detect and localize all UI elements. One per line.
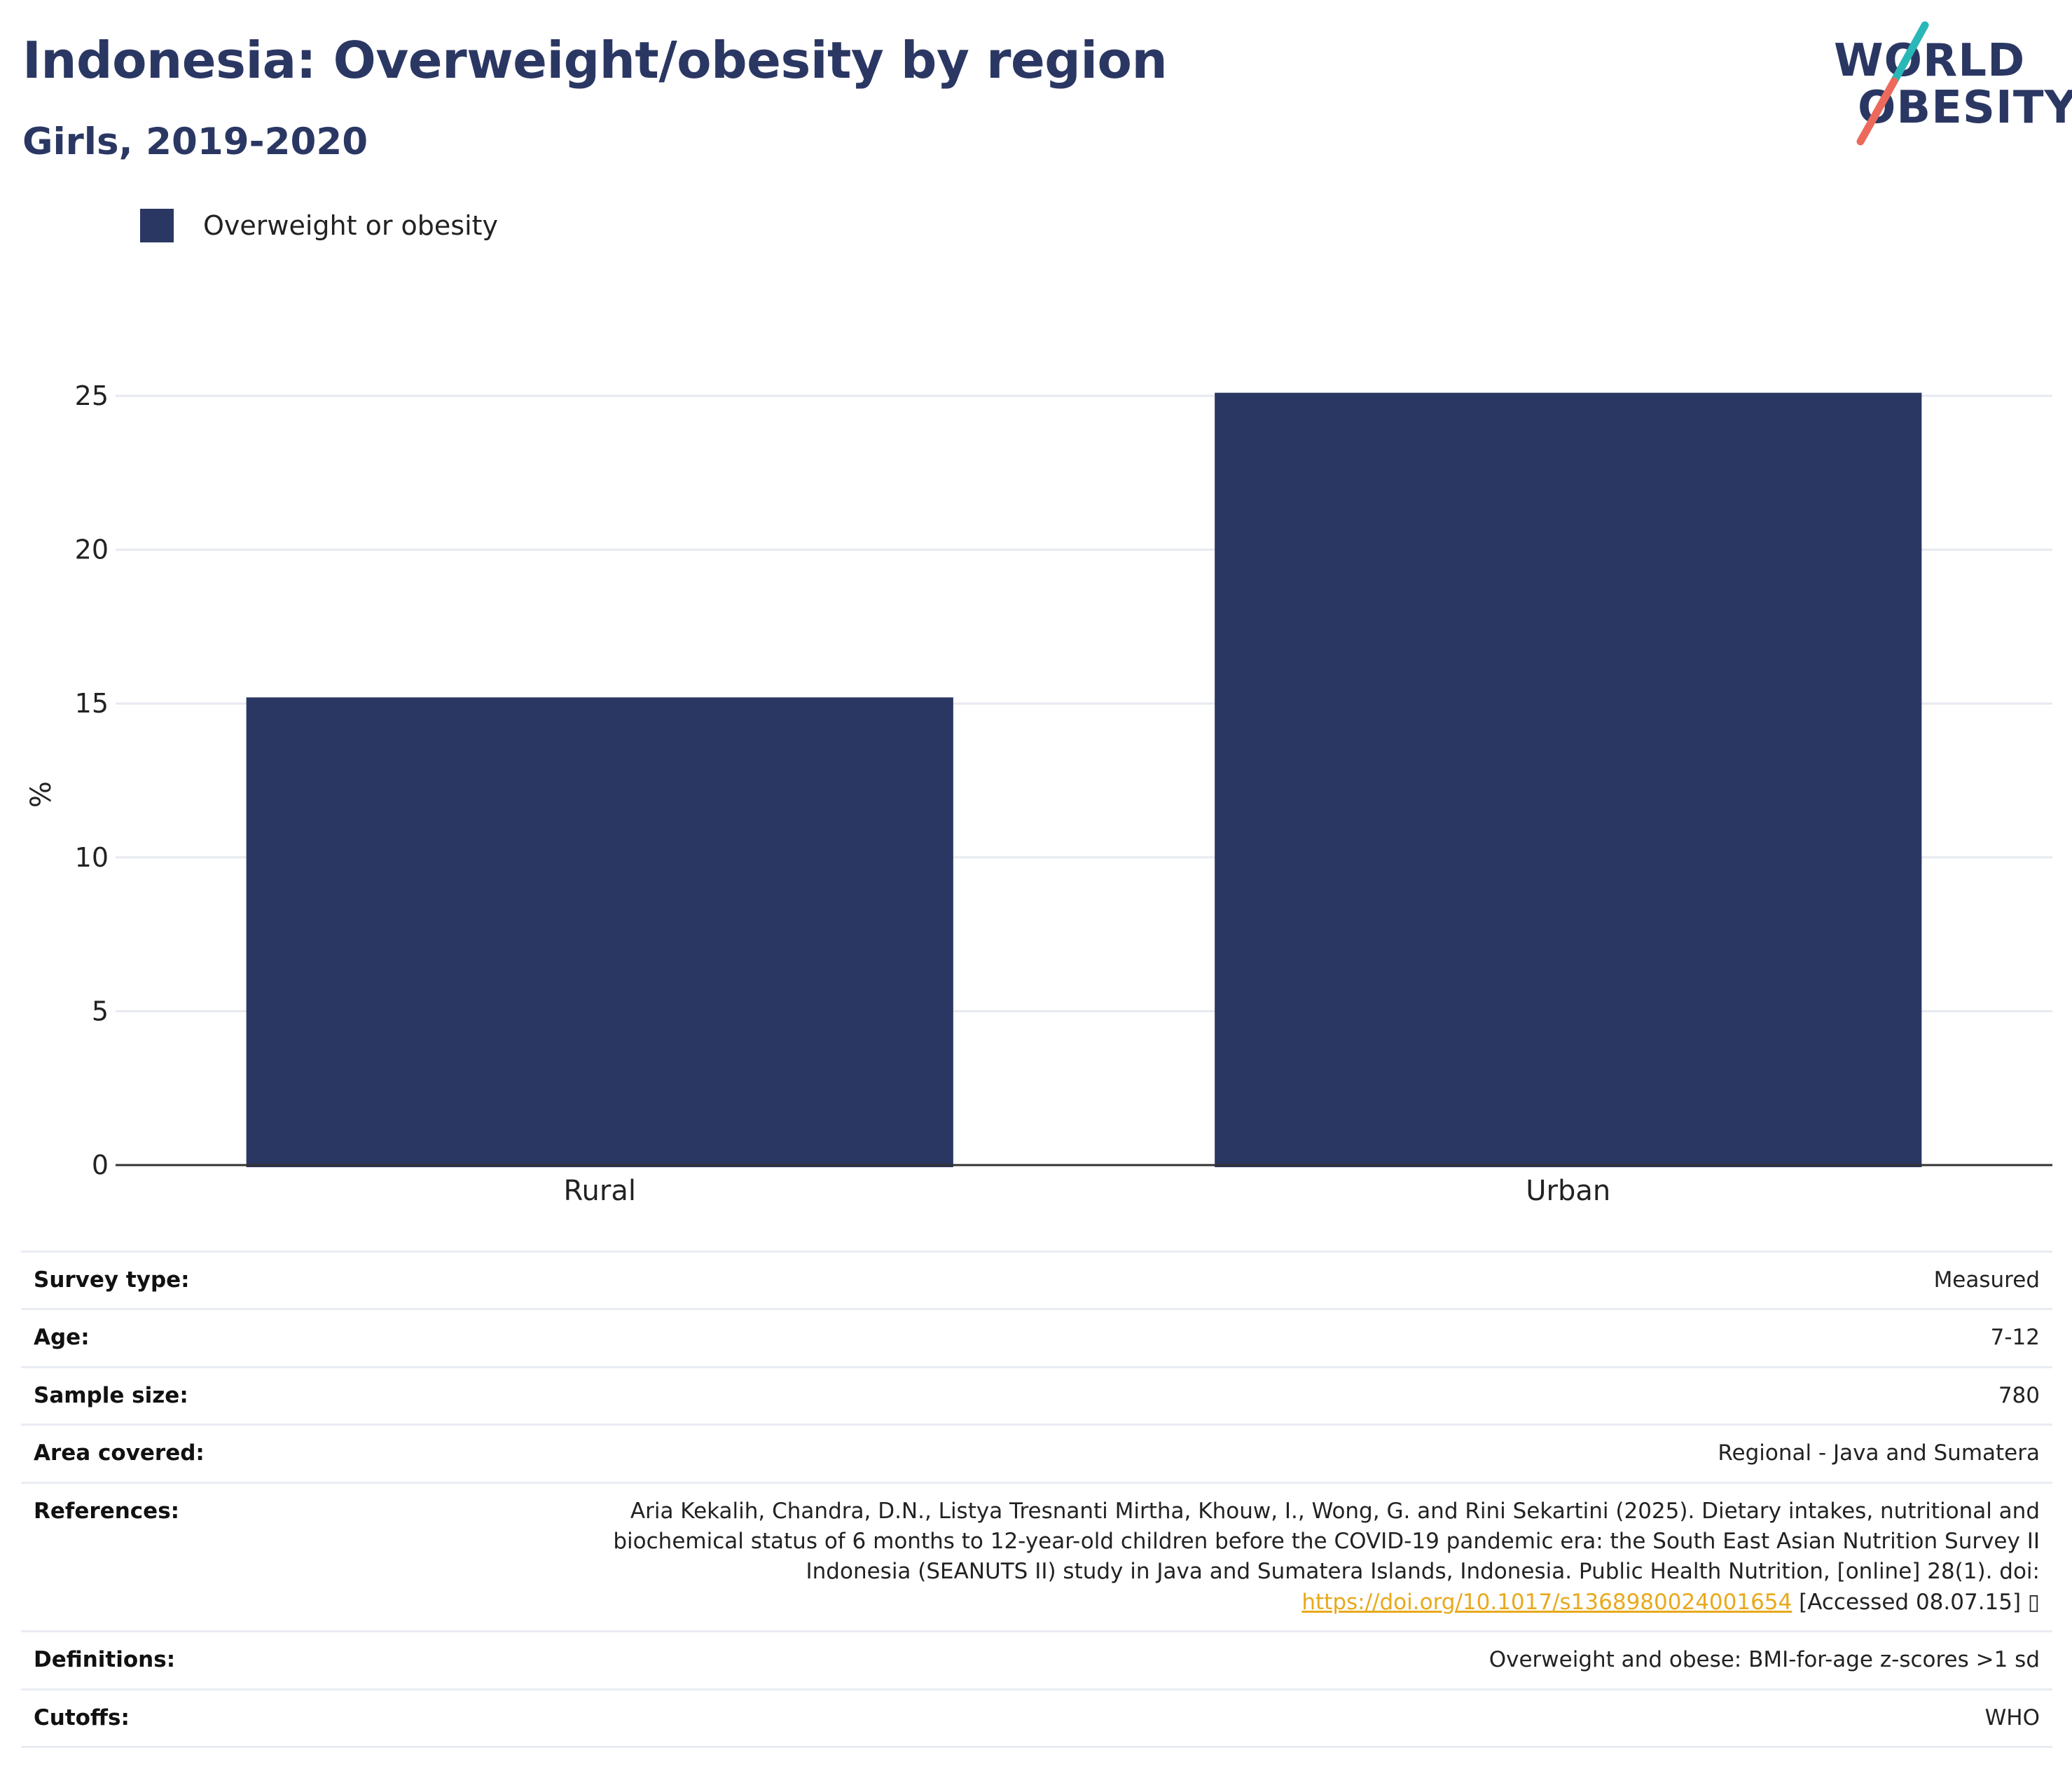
info-value: 7-12 <box>537 1308 2052 1368</box>
y-tick-label: 25 <box>75 380 109 411</box>
bar-chart: 0 5 10 15 20 25% Rural Urban <box>25 380 2052 1207</box>
info-key: References: <box>21 1481 537 1632</box>
y-axis-label: % <box>25 781 57 808</box>
info-row-age: Age: 7-12 <box>21 1308 2052 1368</box>
info-value: Measured <box>537 1250 2052 1309</box>
info-key: Definitions: <box>21 1630 537 1690</box>
doi-link[interactable]: https://doi.org/10.1017/s136898002400165… <box>1301 1589 1793 1615</box>
info-row-survey-type: Survey type: Measured <box>21 1250 2052 1309</box>
y-tick-label: 10 <box>75 842 109 873</box>
bar-rural <box>246 697 953 1167</box>
x-tick-label: Urban <box>1526 1175 1610 1207</box>
y-tick-label: 15 <box>75 688 109 719</box>
info-value: Regional - Java and Sumatera <box>537 1424 2052 1483</box>
legend-swatch <box>140 209 174 242</box>
references-text: Aria Kekalih, Chandra, D.N., Listya Tres… <box>537 1481 2052 1632</box>
info-row-definitions: Definitions: Overweight and obese: BMI-f… <box>21 1630 2052 1690</box>
survey-info-table: Survey type: Measured Age: 7-12 Sample s… <box>21 1250 2052 1748</box>
reference-line: biochemical status of 6 months to 12-yea… <box>613 1528 2040 1554</box>
info-value: WHO <box>537 1688 2052 1748</box>
info-row-cutoffs: Cutoffs: WHO <box>21 1688 2052 1748</box>
chart-legend: Overweight or obesity <box>140 209 498 242</box>
info-row-sample-size: Sample size: 780 <box>21 1365 2052 1425</box>
logo-slash-icon <box>1856 21 1929 146</box>
info-row-area-covered: Area covered: Regional - Java and Sumate… <box>21 1424 2052 1483</box>
info-key: Age: <box>21 1308 537 1368</box>
info-value: 780 <box>537 1365 2052 1425</box>
chart-title: Indonesia: Overweight/obesity by region <box>22 31 1168 90</box>
logo-text-line1: WORLD <box>1834 35 2026 87</box>
info-value: Overweight and obese: BMI-for-age z-scor… <box>537 1630 2052 1690</box>
y-tick-label: 5 <box>92 996 109 1026</box>
reference-accessed: [Accessed 08.07.15] ▯ <box>1792 1589 2040 1615</box>
bar-urban <box>1215 392 1922 1167</box>
logo-text-line2: OBESITY <box>1858 82 2072 134</box>
world-obesity-logo: WORLD OBESITY <box>1821 21 2072 147</box>
info-key: Cutoffs: <box>21 1688 537 1748</box>
legend-label: Overweight or obesity <box>203 210 499 241</box>
reference-line: Aria Kekalih, Chandra, D.N., Listya Tres… <box>630 1498 2040 1524</box>
info-key: Area covered: <box>21 1424 537 1483</box>
info-row-references: References: Aria Kekalih, Chandra, D.N.,… <box>21 1481 2052 1632</box>
y-tick-label: 20 <box>75 535 109 565</box>
chart-subtitle: Girls, 2019-2020 <box>22 121 368 163</box>
reference-line: Indonesia (SEANUTS II) study in Java and… <box>806 1559 2040 1585</box>
info-key: Survey type: <box>21 1250 537 1309</box>
y-tick-label: 0 <box>92 1150 109 1180</box>
info-key: Sample size: <box>21 1365 537 1425</box>
x-tick-label: Rural <box>564 1175 636 1207</box>
